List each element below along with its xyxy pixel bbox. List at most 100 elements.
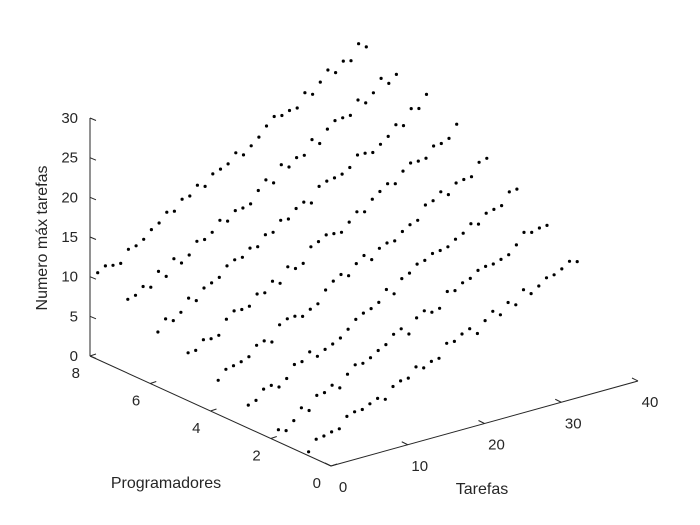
data-point <box>415 262 419 266</box>
x-tick <box>401 441 408 446</box>
data-point <box>399 327 403 331</box>
data-point <box>240 307 244 312</box>
data-point <box>311 92 315 96</box>
data-point <box>376 348 380 353</box>
data-point <box>339 272 343 277</box>
data-point <box>332 176 337 180</box>
data-point <box>354 262 358 266</box>
data-point <box>232 309 236 313</box>
data-point <box>278 281 282 285</box>
data-point <box>453 237 458 241</box>
data-point <box>461 231 465 235</box>
data-point <box>272 114 276 119</box>
data-point <box>337 427 341 431</box>
data-point <box>354 317 358 321</box>
axes <box>89 118 639 467</box>
data-point <box>276 428 280 432</box>
x-tick-label: 40 <box>642 394 659 411</box>
data-point <box>286 265 290 269</box>
data-point <box>269 383 273 387</box>
data-point <box>310 138 314 142</box>
data-point <box>262 339 266 343</box>
x-tick <box>324 462 332 467</box>
data-point <box>156 330 160 334</box>
data-point <box>187 253 191 257</box>
data-point <box>164 274 168 278</box>
data-point <box>256 245 260 249</box>
data-point <box>378 189 382 194</box>
data-point <box>172 257 176 261</box>
data-point <box>164 317 168 321</box>
data-point <box>103 264 107 268</box>
data-point <box>445 341 449 345</box>
y-tick-label: 4 <box>192 420 200 437</box>
data-point <box>345 414 349 418</box>
data-point <box>347 220 351 224</box>
data-point <box>256 188 260 193</box>
data-point <box>376 396 380 400</box>
data-point <box>133 293 138 297</box>
data-point <box>318 141 322 146</box>
data-point <box>476 222 481 226</box>
data-point <box>506 300 510 305</box>
data-point <box>348 113 352 117</box>
data-point <box>567 259 572 263</box>
z-tick <box>89 236 97 240</box>
data-point <box>408 223 412 227</box>
data-point <box>287 165 291 169</box>
data-point <box>416 218 420 222</box>
data-point <box>262 387 266 391</box>
data-point <box>415 316 419 320</box>
data-point <box>325 127 329 131</box>
data-point <box>307 450 311 454</box>
data-point <box>180 197 184 201</box>
data-point <box>231 364 236 368</box>
data-point <box>409 161 413 165</box>
data-point <box>357 42 361 46</box>
data-point <box>255 292 259 296</box>
data-point <box>322 434 326 438</box>
x-tick-label: 20 <box>488 437 505 454</box>
data-point <box>203 184 207 188</box>
z-tick <box>89 117 97 121</box>
data-point <box>331 342 335 346</box>
x-tick-label: 0 <box>339 479 347 496</box>
data-point <box>134 244 138 248</box>
data-point <box>201 338 205 342</box>
data-point <box>194 348 198 352</box>
data-point <box>286 217 290 221</box>
data-point <box>361 361 365 365</box>
data-point <box>514 303 518 307</box>
data-point <box>485 156 489 160</box>
data-point <box>300 360 304 364</box>
data-point <box>483 319 487 323</box>
data-point <box>455 122 459 126</box>
data-point <box>308 307 312 311</box>
data-point <box>211 172 215 176</box>
data-point <box>377 300 381 304</box>
data-point <box>424 92 429 96</box>
z-tick <box>89 157 97 161</box>
data-point <box>324 233 328 237</box>
data-point <box>225 264 229 268</box>
data-point <box>292 362 296 367</box>
y-tick <box>270 436 277 439</box>
data-point <box>446 193 450 197</box>
data-point <box>430 310 434 314</box>
data-point <box>332 232 336 236</box>
data-point <box>240 255 244 259</box>
data-point <box>210 230 214 234</box>
z-tick-label: 30 <box>61 110 78 127</box>
y-tick <box>330 463 338 467</box>
data-point <box>345 372 350 376</box>
data-point <box>438 306 442 310</box>
data-point <box>364 45 368 49</box>
y-tick-label: 2 <box>252 448 260 465</box>
data-point <box>226 162 230 166</box>
z-tick-label: 0 <box>70 348 78 365</box>
data-point <box>278 323 282 327</box>
data-point <box>263 233 267 237</box>
data-point <box>438 248 442 253</box>
z-tick <box>89 276 97 280</box>
data-point <box>537 284 541 288</box>
